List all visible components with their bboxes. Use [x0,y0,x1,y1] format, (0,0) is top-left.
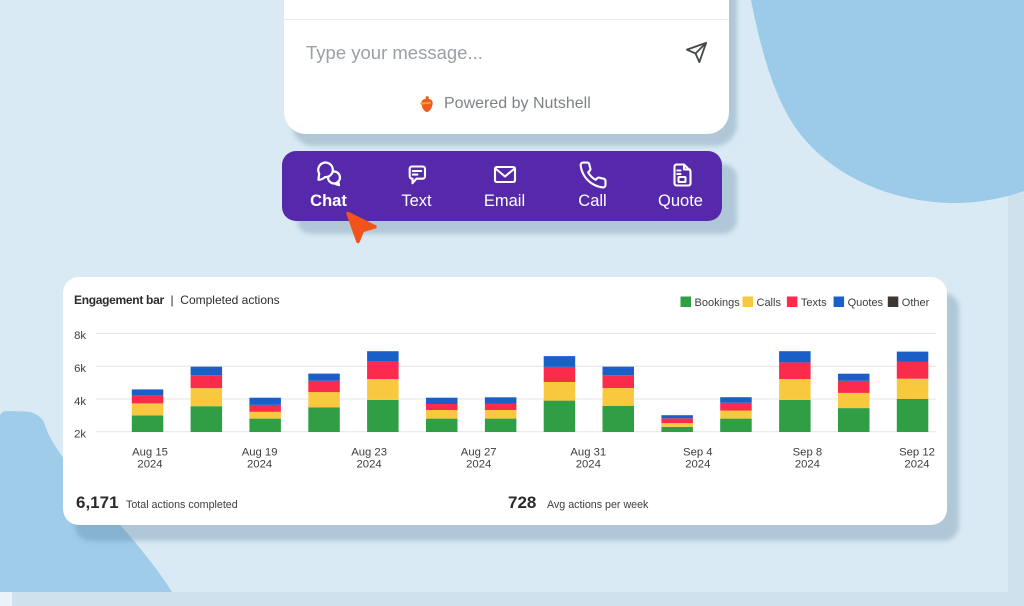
svg-text:Sep 12: Sep 12 [899,447,935,459]
svg-text:2k: 2k [74,429,86,441]
svg-text:Aug 27: Aug 27 [461,447,497,459]
svg-text:2024: 2024 [357,459,382,471]
svg-text:2024: 2024 [904,459,929,471]
svg-text:Aug 23: Aug 23 [351,447,387,459]
svg-text:2024: 2024 [466,459,491,471]
svg-text:6k: 6k [74,363,86,375]
svg-text:2024: 2024 [137,459,162,471]
svg-text:Sep 4: Sep 4 [683,447,713,459]
svg-text:8k: 8k [74,330,86,342]
svg-text:Aug 31: Aug 31 [570,447,606,459]
svg-text:Aug 19: Aug 19 [242,447,278,459]
svg-text:2024: 2024 [685,459,710,471]
svg-text:Other: Other [902,297,930,309]
svg-text:4k: 4k [74,396,86,408]
svg-text:Texts: Texts [801,297,827,309]
svg-text:Sep 8: Sep 8 [793,447,823,459]
svg-text:Quotes: Quotes [848,297,884,309]
svg-text:2024: 2024 [795,459,820,471]
svg-text:2024: 2024 [247,459,272,471]
svg-text:Calls: Calls [757,297,782,309]
svg-text:Aug 15: Aug 15 [132,447,168,459]
svg-text:Bookings: Bookings [695,297,741,309]
svg-text:2024: 2024 [576,459,601,471]
